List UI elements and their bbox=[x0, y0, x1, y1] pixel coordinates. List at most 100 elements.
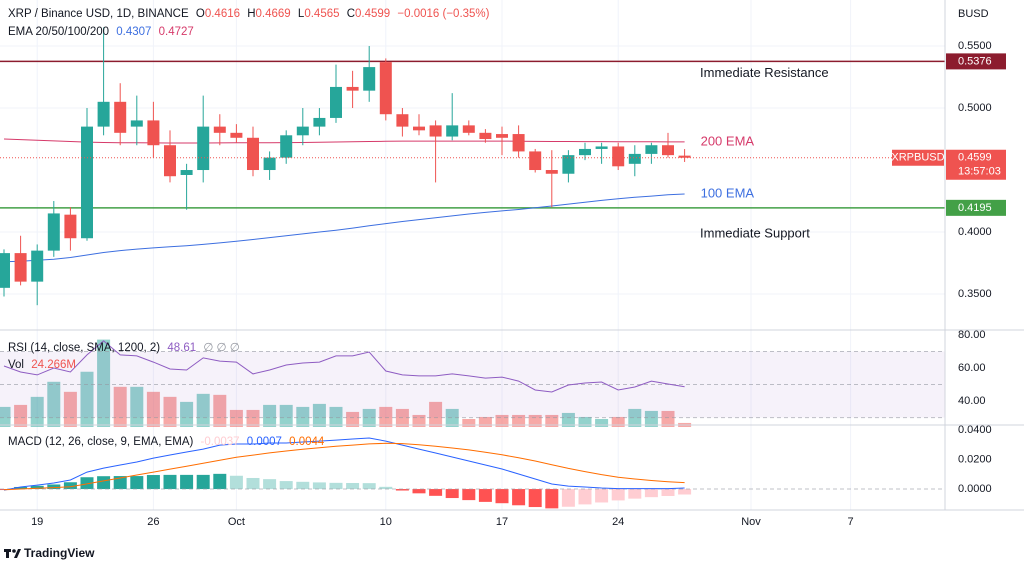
histogram-bar bbox=[146, 475, 160, 490]
ema-line bbox=[3, 138, 685, 144]
level-price-box bbox=[946, 53, 1006, 70]
volume-bar bbox=[478, 416, 492, 427]
last-price: 0.4599 bbox=[958, 152, 992, 164]
candle-body bbox=[296, 126, 309, 136]
candle-body bbox=[147, 120, 160, 146]
volume-bar bbox=[346, 411, 360, 427]
candle-body bbox=[446, 125, 459, 137]
candle-body bbox=[97, 101, 110, 127]
volume-bar bbox=[611, 416, 625, 427]
volume-bar bbox=[296, 406, 310, 427]
candle-body bbox=[379, 62, 392, 115]
candle-body bbox=[678, 155, 691, 158]
histogram-bar bbox=[362, 483, 376, 490]
symbol-box bbox=[892, 149, 944, 166]
ema-line bbox=[3, 193, 685, 263]
candle-body bbox=[164, 145, 176, 177]
plot: Immediate Resistance Immediate Support 100… bbox=[0, 27, 945, 509]
x-tick-label: Nov bbox=[741, 516, 761, 528]
x-tick-label: 17 bbox=[496, 516, 508, 528]
volume-bar bbox=[628, 408, 642, 427]
histogram-bar bbox=[229, 475, 243, 490]
volume-bar bbox=[644, 410, 658, 427]
volume-bar bbox=[246, 409, 260, 427]
ema-200-value: 0.4727 bbox=[159, 26, 194, 38]
volume-bar bbox=[445, 408, 459, 427]
candle-body bbox=[612, 146, 625, 167]
histogram-bar bbox=[628, 489, 642, 499]
candle-body bbox=[330, 86, 342, 118]
level-label: Immediate Support bbox=[700, 225, 810, 240]
volume-bar bbox=[63, 391, 77, 427]
volume-bar bbox=[196, 393, 210, 427]
volume-bar bbox=[462, 418, 476, 427]
histogram-bar bbox=[130, 476, 144, 490]
volume-bar bbox=[0, 406, 11, 427]
histogram-bar bbox=[429, 489, 443, 496]
histogram-bar bbox=[561, 489, 575, 507]
logo-shape bbox=[14, 549, 21, 558]
histogram-bar bbox=[329, 482, 343, 490]
candle-body bbox=[396, 114, 409, 127]
header: XRP / Binance USD, 1D, BINANCE O0.4616 H… bbox=[8, 8, 490, 20]
volume-bar bbox=[80, 371, 94, 427]
candle-body bbox=[413, 126, 425, 131]
candle-body bbox=[512, 134, 525, 152]
volume-bar bbox=[30, 396, 44, 427]
signal-value: 0.0044 bbox=[289, 436, 325, 448]
y-tick-label: 80.00 bbox=[958, 329, 986, 341]
close-value: 0.4599 bbox=[355, 8, 390, 20]
low-value: 0.4565 bbox=[304, 8, 339, 20]
histogram-bar bbox=[678, 489, 692, 495]
y-tick-label: 0.0200 bbox=[958, 453, 992, 465]
histogram-bar bbox=[512, 489, 526, 506]
histogram-bar bbox=[246, 477, 260, 490]
y-tick-label: 0.0000 bbox=[958, 483, 992, 495]
level-price-box bbox=[946, 199, 1006, 216]
histogram-bar bbox=[495, 489, 509, 504]
countdown: 13:57:03 bbox=[958, 166, 1001, 178]
candle-body bbox=[313, 117, 326, 127]
candle-body bbox=[130, 120, 143, 127]
volume-bar bbox=[263, 404, 277, 427]
candle-body bbox=[230, 132, 243, 138]
volume-bar bbox=[661, 410, 675, 427]
volume-bar bbox=[14, 404, 28, 427]
y-tick-label: 0.5000 bbox=[958, 102, 992, 114]
volume-bar bbox=[279, 404, 293, 427]
histogram-bar bbox=[578, 489, 592, 505]
x-tick-label: Oct bbox=[228, 516, 245, 528]
logo-shape bbox=[12, 549, 16, 553]
candle-body bbox=[363, 67, 376, 91]
volume-bar bbox=[578, 416, 592, 427]
histogram-bar bbox=[296, 481, 310, 490]
volume-bar bbox=[213, 394, 227, 427]
rsi-title: RSI (14, close, SMA, 1200, 2) bbox=[8, 342, 160, 354]
histogram-bar bbox=[63, 482, 77, 490]
candle-body bbox=[213, 126, 226, 133]
histogram-bar bbox=[445, 489, 459, 499]
candle-body bbox=[14, 253, 27, 282]
volume-bar bbox=[130, 386, 144, 427]
y-tick-label: 0.3500 bbox=[958, 288, 992, 300]
candle-body bbox=[529, 151, 542, 171]
y-tick-label: 0.5500 bbox=[958, 40, 992, 52]
y-tick-label: 40.00 bbox=[958, 395, 986, 407]
histogram-bar bbox=[47, 484, 61, 490]
brand-logo: TradingView bbox=[4, 546, 95, 560]
candle-body bbox=[280, 135, 293, 158]
x-tick-label: 24 bbox=[612, 516, 624, 528]
candle-body bbox=[180, 170, 193, 175]
ohlc-label: O bbox=[196, 8, 205, 20]
histogram-bar bbox=[478, 489, 492, 502]
volume-bar bbox=[362, 408, 376, 427]
rsi-na: ∅ ∅ ∅ bbox=[203, 342, 239, 354]
candle-body bbox=[429, 125, 442, 137]
candle-body bbox=[628, 153, 641, 164]
macd-title: MACD (12, 26, close, 9, EMA, EMA) bbox=[8, 436, 194, 448]
y-tick-label: 0.4000 bbox=[958, 226, 992, 238]
macd-line bbox=[3, 442, 685, 491]
candle-body bbox=[263, 157, 276, 171]
histogram-bar bbox=[30, 485, 44, 490]
volume-bar bbox=[97, 339, 111, 427]
